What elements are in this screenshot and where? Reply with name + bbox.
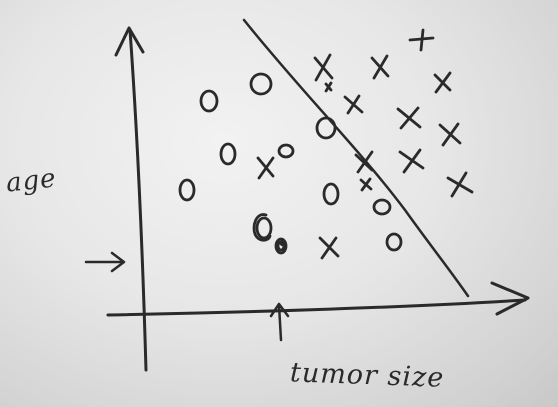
o-marker — [199, 89, 219, 113]
x-marker — [396, 106, 422, 130]
x-marker — [408, 28, 435, 52]
decision-boundary-line — [242, 18, 470, 298]
x-marker — [446, 171, 474, 198]
x-marker — [343, 94, 364, 115]
o-marker — [255, 216, 273, 240]
o-marker — [385, 232, 403, 252]
axes — [106, 26, 530, 372]
x-marker — [438, 122, 462, 147]
x-marker — [433, 71, 452, 94]
o-marker — [249, 72, 273, 96]
o-marker — [315, 116, 337, 140]
x-marker — [318, 236, 340, 260]
pointer-arrows — [84, 251, 290, 342]
o-marker — [178, 178, 196, 202]
x-marker — [398, 148, 425, 174]
y-axis-label: age — [4, 163, 58, 199]
x-marker — [359, 177, 373, 192]
x-marker — [256, 156, 275, 180]
o-marker — [279, 239, 287, 247]
x-markers — [256, 28, 474, 260]
x-marker — [313, 53, 334, 82]
o-marker — [322, 182, 340, 206]
o-marker — [372, 198, 392, 216]
y-axis — [128, 28, 148, 372]
age-pointer-arrowhead — [110, 251, 126, 273]
x-marker — [370, 54, 390, 80]
x-axis — [106, 298, 527, 317]
x-axis-label: tumor size — [289, 357, 445, 394]
o-marker — [274, 237, 288, 255]
x-marker — [324, 81, 333, 93]
o-marker — [277, 143, 295, 159]
x-axis-arrowhead — [490, 281, 530, 316]
x-marker — [354, 150, 374, 174]
o-marker — [219, 142, 237, 166]
y-axis-arrowhead — [114, 26, 145, 57]
o-marker — [252, 213, 272, 242]
o-markers — [178, 72, 403, 255]
tumor-pointer-arrowhead — [269, 302, 290, 318]
tumor-pointer-arrow — [277, 303, 283, 342]
